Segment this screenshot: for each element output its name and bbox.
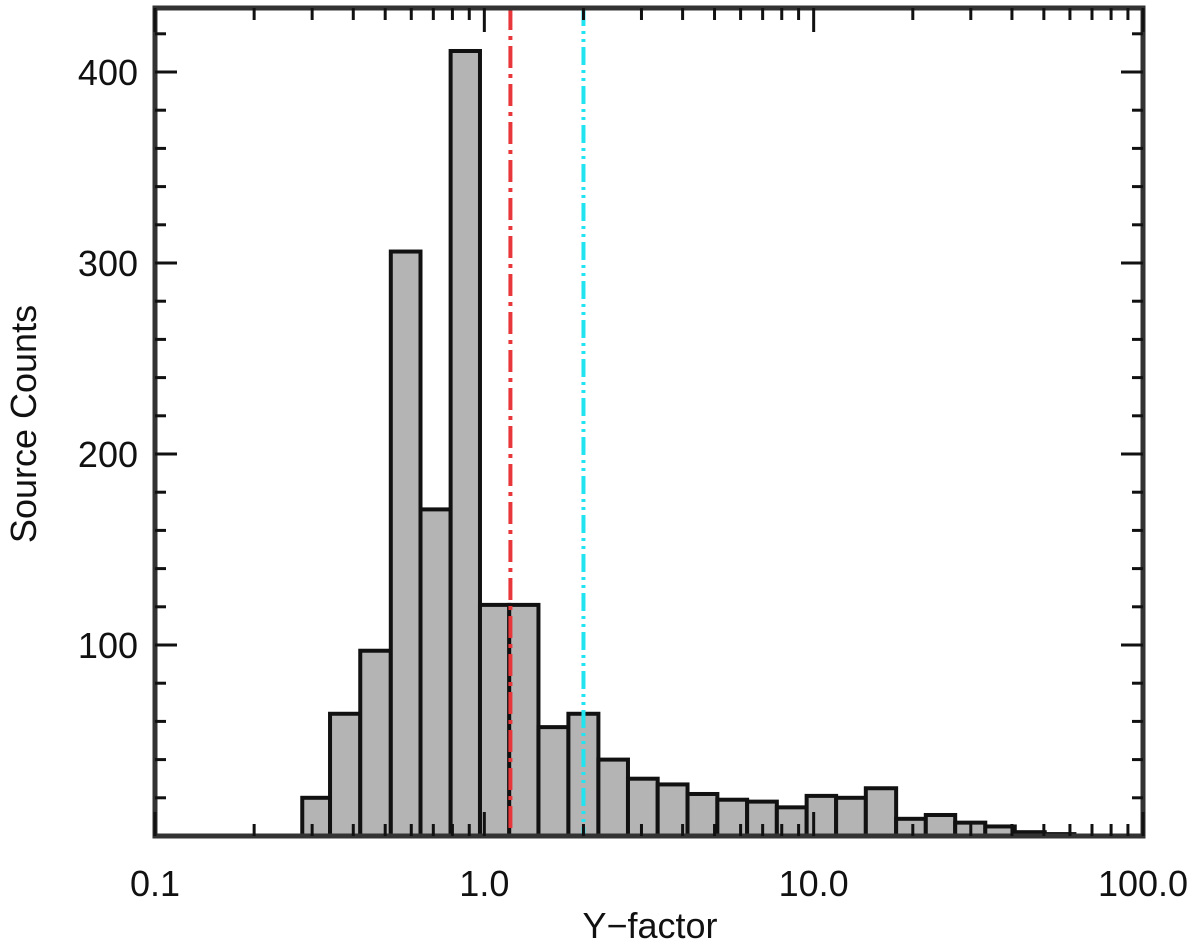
- histogram-bar: [536, 725, 571, 839]
- histogram-bar: [804, 793, 839, 839]
- histogram-bar: [448, 48, 482, 839]
- histogram-bar: [300, 795, 333, 838]
- y-tick-labels: 100 200 300 400: [78, 52, 138, 666]
- x-tick-label: 10.0: [779, 863, 849, 904]
- histogram-bar: [477, 602, 512, 839]
- histogram-bar: [388, 249, 423, 839]
- reference-lines: [508, 8, 586, 836]
- x-tick-label: 100.0: [1098, 863, 1188, 904]
- y-tick-label: 100: [78, 625, 138, 666]
- histogram-bar: [418, 507, 453, 838]
- y-tick-label: 200: [78, 434, 138, 475]
- x-tick-labels: 0.1 1.0 10.0 100.0: [130, 863, 1188, 904]
- histogram-bar: [894, 816, 928, 838]
- x-tick-label: 1.0: [459, 863, 509, 904]
- histogram-bar: [834, 795, 868, 838]
- histogram-bar: [507, 602, 541, 839]
- x-tick-label: 0.1: [130, 863, 180, 904]
- x-axis-title: Y−factor: [582, 905, 717, 946]
- histogram-bar: [328, 711, 363, 839]
- histogram-bar: [715, 797, 750, 839]
- y-tick-label: 300: [78, 243, 138, 284]
- histogram-bar: [863, 786, 899, 838]
- plot-frame: [152, 5, 1146, 839]
- axis-box: [152, 5, 1146, 839]
- histogram-bars: [300, 48, 1077, 839]
- y-axis-title: Source Counts: [3, 305, 44, 543]
- histogram-bar: [685, 791, 720, 838]
- histogram-bar: [923, 812, 958, 838]
- histogram-bar: [596, 757, 630, 838]
- y-tick-label: 400: [78, 52, 138, 93]
- histogram-bar: [358, 648, 393, 838]
- axis-ticks: [153, 8, 1145, 836]
